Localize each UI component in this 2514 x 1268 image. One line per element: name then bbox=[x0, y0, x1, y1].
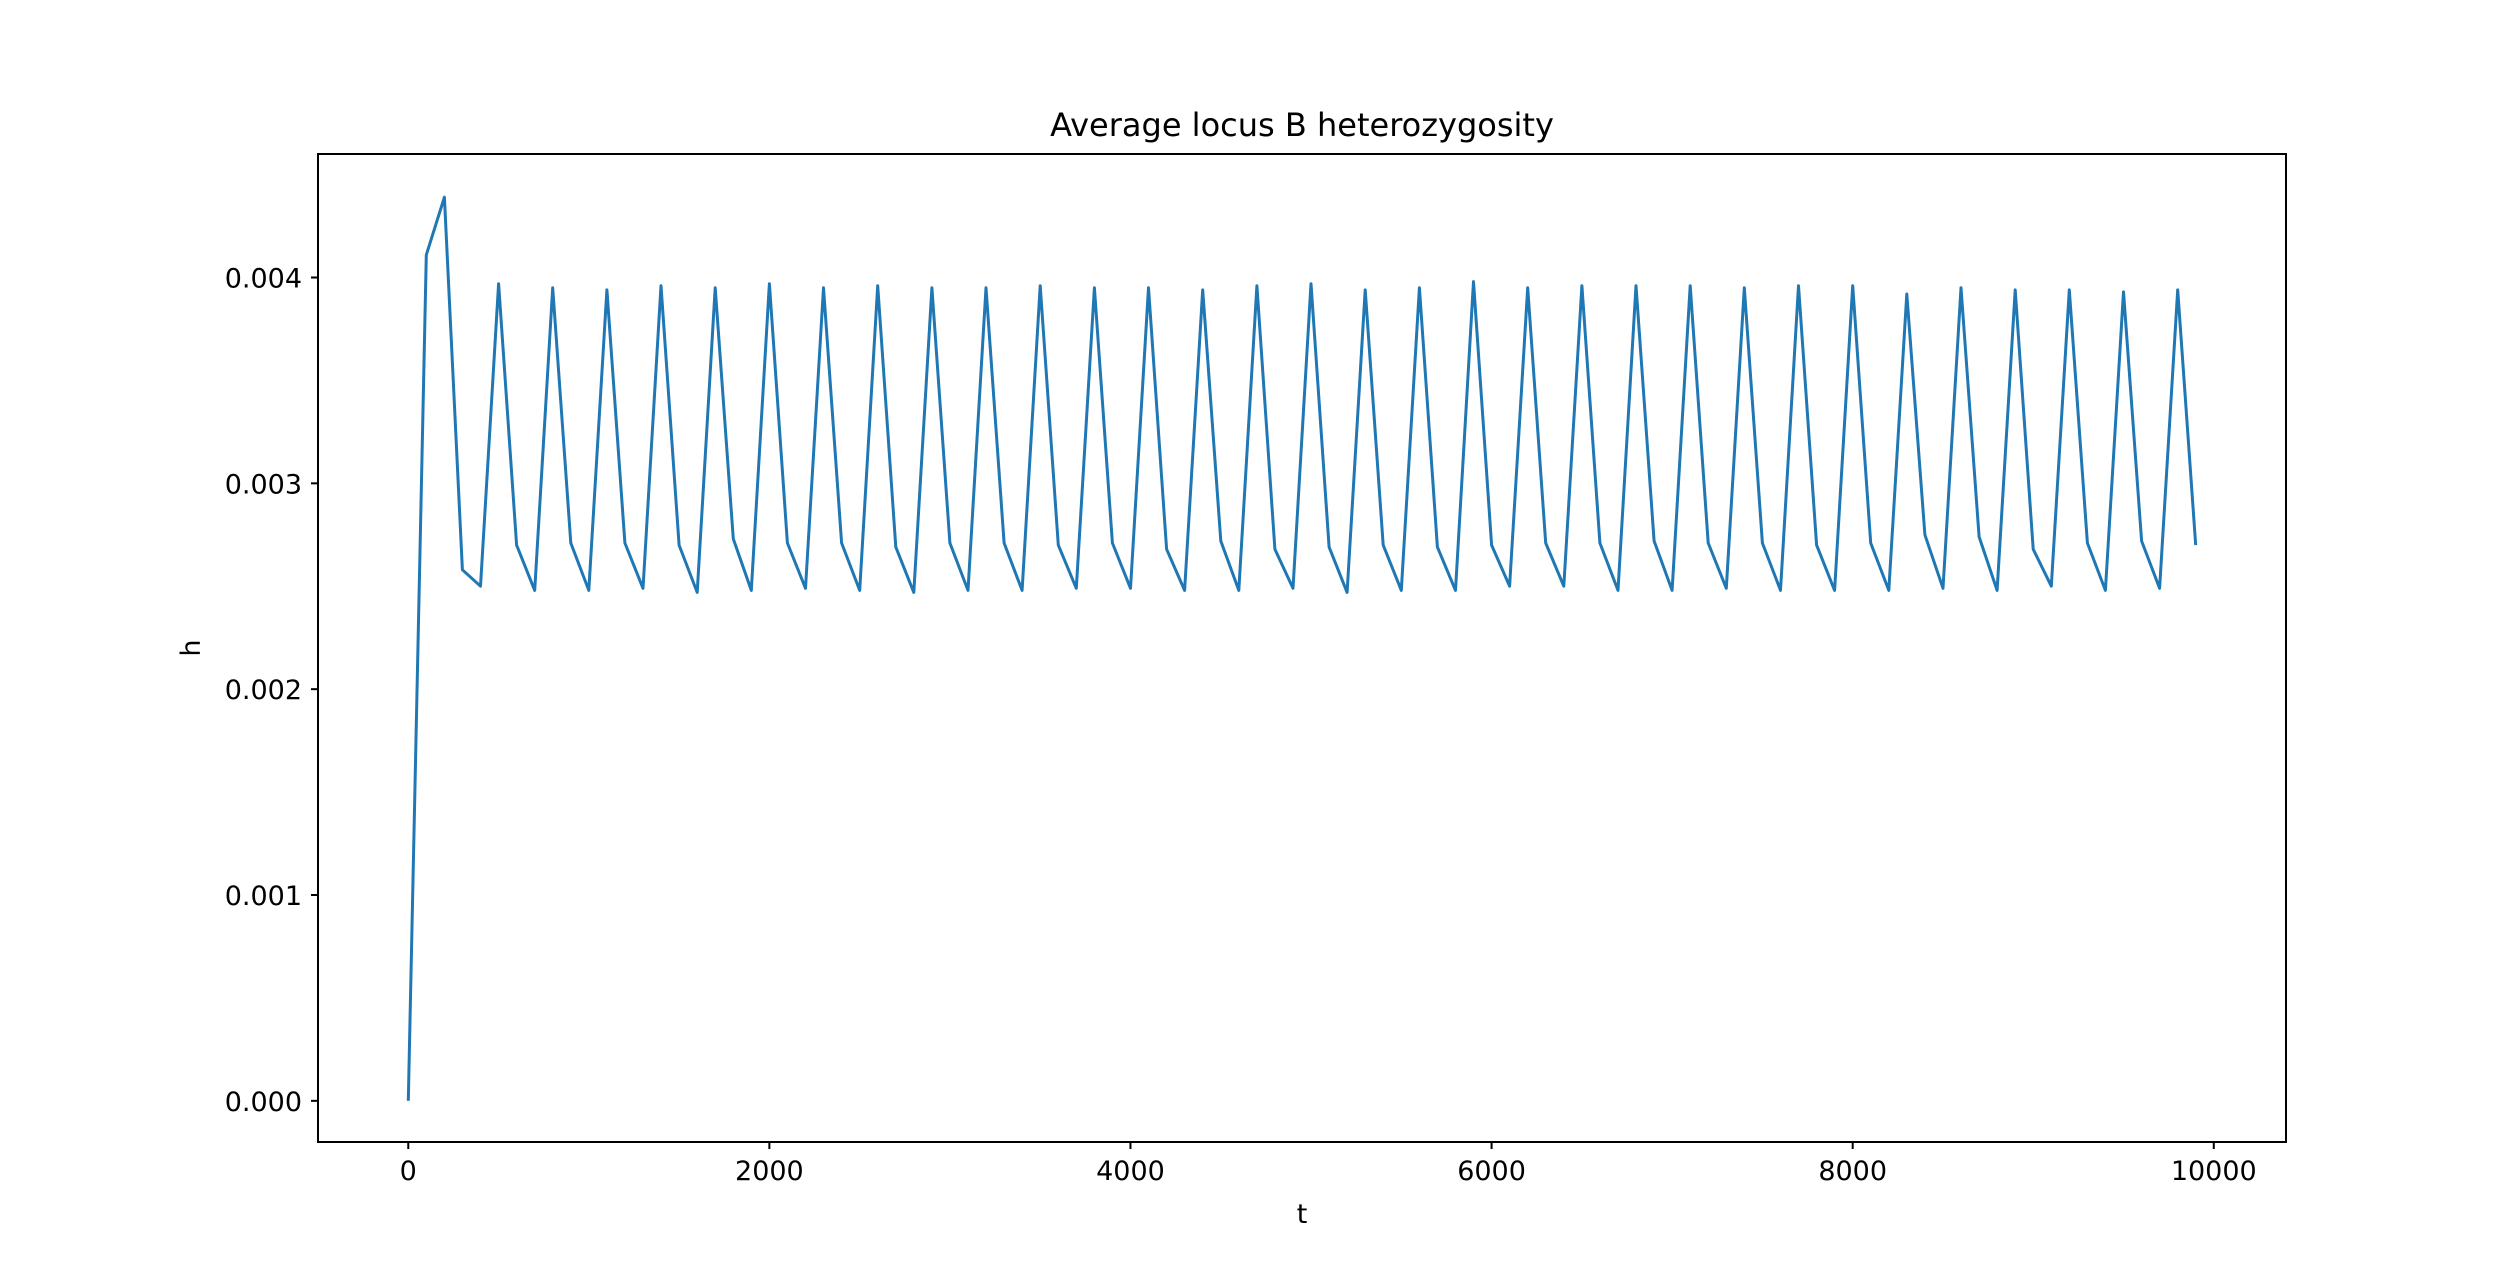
x-tick-label: 0 bbox=[400, 1156, 417, 1187]
series-line-1 bbox=[406, 195, 2198, 1101]
y-axis-ticks: 0.000 0.001 0.002 0.003 0.004 bbox=[225, 264, 318, 1118]
x-tick-label: 2000 bbox=[735, 1156, 804, 1187]
x-axis-label: t bbox=[1297, 1199, 1308, 1230]
x-tick-label: 10000 bbox=[2171, 1156, 2257, 1187]
y-tick-label: 0.001 bbox=[225, 881, 302, 912]
chart-title: Average locus B heterozygosity bbox=[1050, 106, 1554, 144]
y-tick-label: 0.004 bbox=[225, 264, 302, 295]
x-axis-ticks: 0 2000 4000 6000 8000 10000 bbox=[400, 1142, 2257, 1187]
x-tick-label: 8000 bbox=[1818, 1156, 1887, 1187]
y-tick-label: 0.003 bbox=[225, 469, 302, 500]
y-tick-label: 0.002 bbox=[225, 675, 302, 706]
x-tick-label: 6000 bbox=[1457, 1156, 1526, 1187]
y-tick-label: 0.000 bbox=[225, 1087, 302, 1118]
plot-area-background bbox=[318, 154, 2286, 1142]
y-axis-label: h bbox=[176, 639, 207, 656]
plot-frame bbox=[317, 153, 2287, 1143]
x-tick-label: 4000 bbox=[1096, 1156, 1165, 1187]
data-layer bbox=[406, 195, 2198, 1101]
